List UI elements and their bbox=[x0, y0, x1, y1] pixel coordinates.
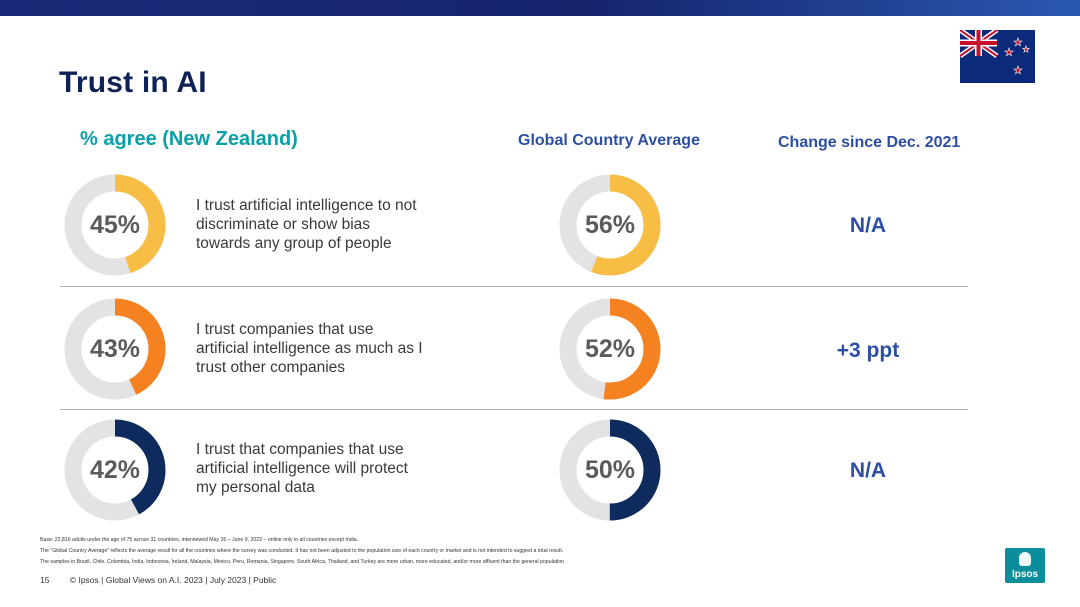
footer-text: © Ipsos | Global Views on A.I. 2023 | Ju… bbox=[69, 575, 277, 585]
top-banner bbox=[0, 0, 1080, 16]
global-donut-chart: 50% bbox=[558, 418, 662, 522]
global-percentage: 56% bbox=[584, 211, 636, 239]
global-percentage: 52% bbox=[584, 335, 636, 363]
footnote-samples: The samples in Brazil, Chile, Colombia, … bbox=[40, 559, 565, 565]
new-zealand-flag-icon bbox=[958, 27, 1035, 83]
ipsos-logo: Ipsos bbox=[1005, 548, 1045, 583]
global-donut-chart: 56% bbox=[558, 173, 662, 277]
donut-value-arc bbox=[64, 174, 166, 276]
page-number: 15 bbox=[40, 575, 50, 585]
nz-donut-chart: 43% bbox=[63, 297, 167, 401]
statement-text: I trust that companies that use artifici… bbox=[196, 441, 408, 496]
page-footer: 15 © Ipsos | Global Views on A.I. 2023 |… bbox=[40, 575, 276, 585]
trust-row-1: 45% I trust artificial intelligence to n… bbox=[0, 170, 1080, 280]
global-donut-chart: 52% bbox=[558, 297, 662, 401]
change-value: N/A bbox=[849, 459, 887, 482]
trust-row-2: 43% I trust companies that use artificia… bbox=[0, 295, 1080, 405]
nz-donut-chart: 45% bbox=[63, 173, 167, 277]
footnote-base: Base: 22,816 adults under the age of 75 … bbox=[40, 537, 359, 543]
trust-row-3: 42% I trust that companies that use arti… bbox=[0, 416, 1080, 526]
footnote-average: The "Global Country Average" reflects th… bbox=[40, 548, 564, 554]
change-value: +3 ppt bbox=[836, 339, 900, 362]
nz-percentage: 42% bbox=[89, 456, 141, 484]
change-value: N/A bbox=[849, 214, 887, 237]
nz-percentage: 45% bbox=[89, 211, 141, 239]
donut-value-arc bbox=[559, 419, 661, 521]
donut-value-arc bbox=[559, 174, 661, 276]
statement-text: I trust artificial intelligence to not d… bbox=[196, 197, 417, 252]
row-divider bbox=[60, 286, 968, 287]
page-title: Trust in AI bbox=[59, 66, 207, 99]
row-divider bbox=[60, 409, 968, 410]
logo-text: Ipsos bbox=[1011, 569, 1039, 580]
statement-text: I trust companies that use artificial in… bbox=[196, 321, 423, 376]
nz-donut-chart: 42% bbox=[63, 418, 167, 522]
nz-percentage: 43% bbox=[89, 335, 141, 363]
donut-value-arc bbox=[64, 419, 166, 521]
global-percentage: 50% bbox=[584, 456, 636, 484]
global-column-header: Global Country Average bbox=[518, 132, 700, 149]
nz-column-header: % agree (New Zealand) bbox=[80, 128, 298, 150]
logo-mark-icon bbox=[1019, 552, 1031, 566]
donut-value-arc bbox=[559, 298, 661, 400]
change-column-header: Change since Dec. 2021 bbox=[778, 134, 961, 151]
donut-value-arc bbox=[64, 298, 166, 400]
